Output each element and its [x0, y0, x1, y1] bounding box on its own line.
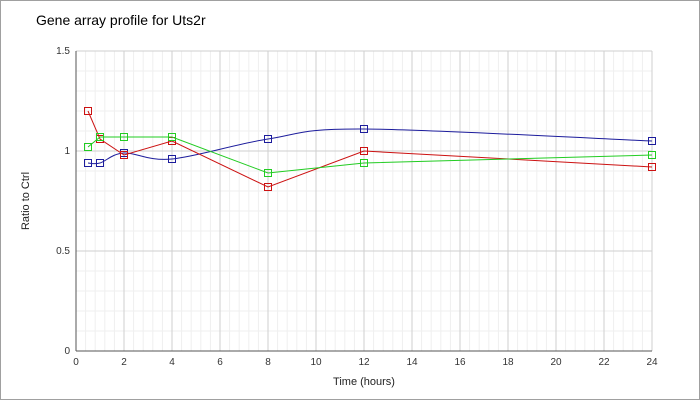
- series-3-marker: [168, 133, 176, 141]
- series-1-marker: [84, 159, 92, 167]
- x-tick-label: 20: [550, 357, 562, 368]
- x-tick-label: 16: [454, 357, 466, 368]
- y-tick-label: 1.5: [56, 46, 70, 57]
- x-tick-label: 6: [217, 357, 223, 368]
- x-tick-label: 2: [121, 357, 127, 368]
- series-2-marker: [360, 147, 368, 155]
- series-3: [84, 133, 656, 177]
- series-3-marker: [84, 143, 92, 151]
- x-tick-label: 0: [73, 357, 79, 368]
- series-1-marker: [648, 137, 656, 145]
- series-3-marker: [120, 133, 128, 141]
- series-3-marker: [96, 133, 104, 141]
- series-1-marker: [264, 135, 272, 143]
- x-tick-label: 4: [169, 357, 175, 368]
- series-2-marker: [84, 107, 92, 115]
- series-layer: [84, 107, 656, 191]
- x-tick-label: 22: [598, 357, 610, 368]
- y-axis-label: Ratio to Ctrl: [20, 172, 32, 230]
- y-tick-label: 0: [64, 346, 70, 357]
- x-tick-label: 12: [358, 357, 370, 368]
- series-3-line: [87, 136, 653, 174]
- series-1: [84, 125, 656, 167]
- series-3-marker: [360, 159, 368, 167]
- chart-title: Gene array profile for Uts2r: [36, 12, 206, 28]
- series-1-marker: [168, 155, 176, 163]
- x-tick-label: 24: [646, 357, 658, 368]
- x-tick-label: 14: [406, 357, 418, 368]
- series-3-marker: [648, 151, 656, 159]
- x-tick-labels: 0 2 4 6 8 10 12 14 16 18 20 22 24: [73, 357, 658, 368]
- series-1-marker: [360, 125, 368, 133]
- axes: [75, 51, 652, 352]
- y-tick-label: 1: [64, 146, 70, 157]
- series-3-marker: [264, 169, 272, 177]
- x-tick-label: 18: [502, 357, 514, 368]
- y-tick-label: 0.5: [56, 246, 70, 257]
- x-axis-label: Time (hours): [333, 376, 395, 388]
- series-2-marker: [264, 183, 272, 191]
- series-2-marker: [120, 151, 128, 159]
- y-tick-labels: 0 0.5 1 1.5: [56, 46, 70, 357]
- series-2-marker: [648, 163, 656, 171]
- series-1-marker: [96, 159, 104, 167]
- x-tick-label: 10: [310, 357, 322, 368]
- x-tick-label: 8: [265, 357, 271, 368]
